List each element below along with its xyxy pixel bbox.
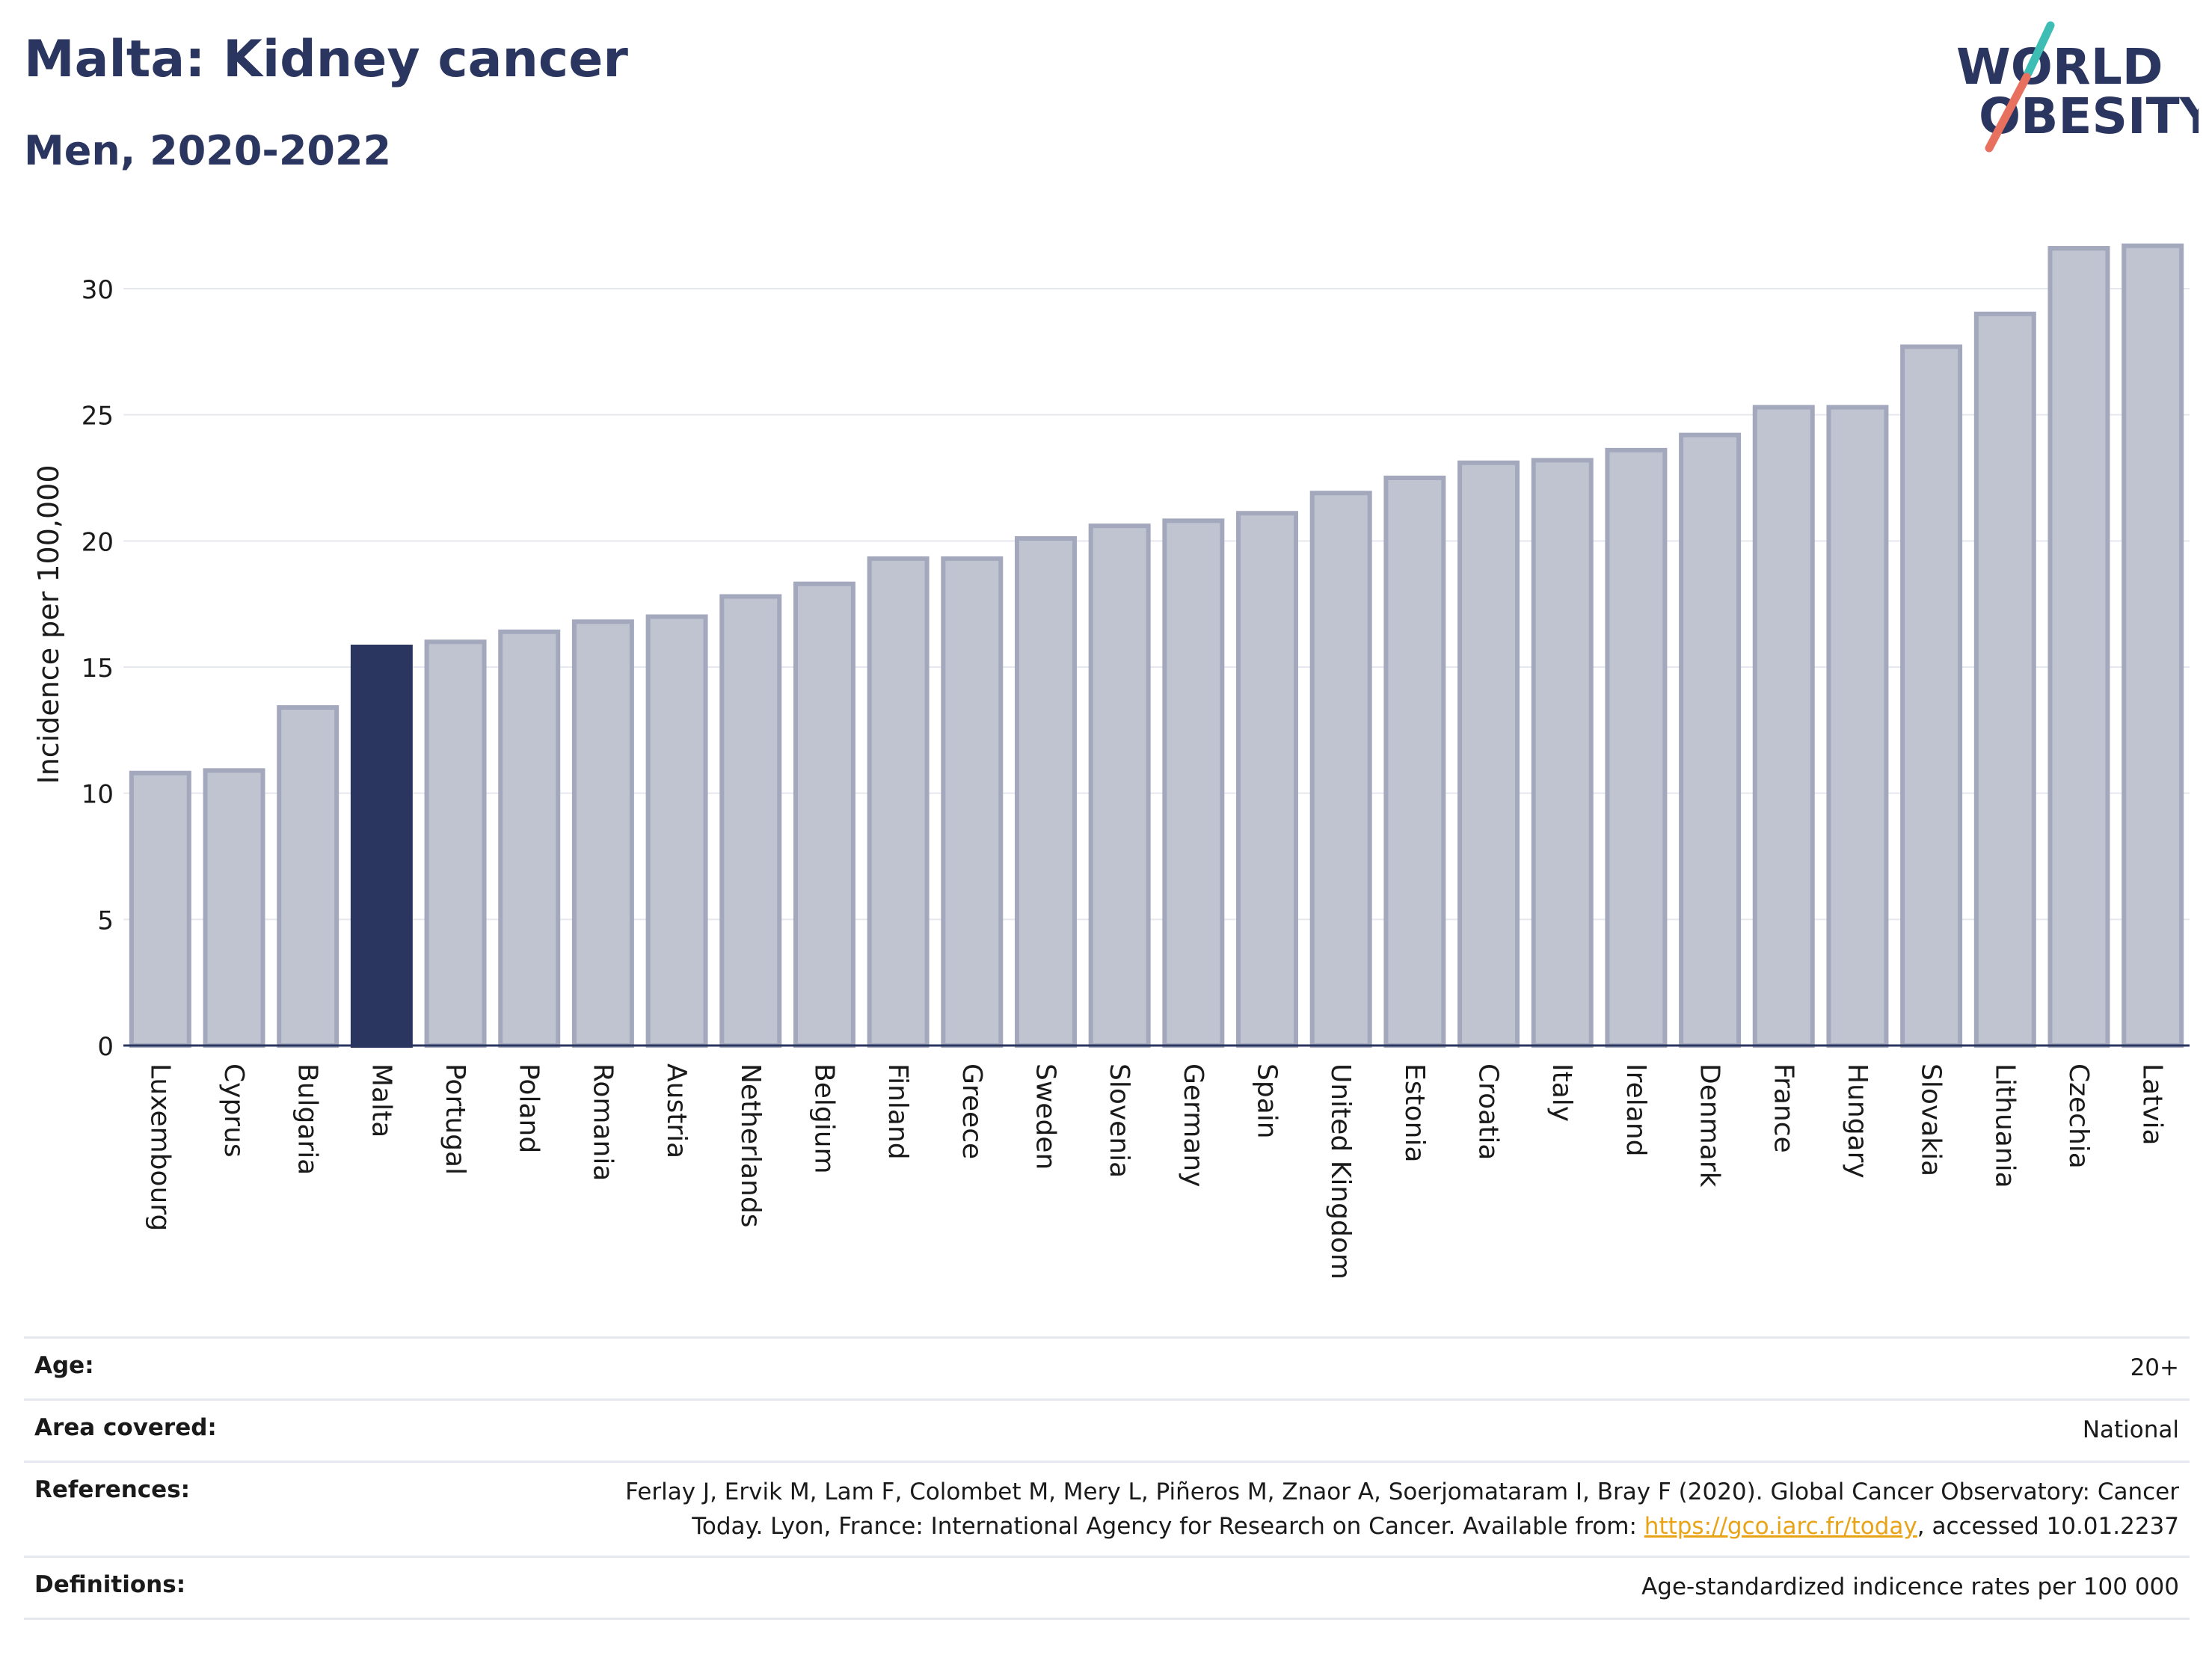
y-tick-label: 5 bbox=[97, 906, 114, 936]
bar-sweden bbox=[1014, 535, 1077, 1048]
meta-row-area: Area covered: National bbox=[24, 1398, 2190, 1461]
y-tick-label: 30 bbox=[82, 275, 114, 305]
bar-portugal bbox=[424, 639, 487, 1048]
x-tick-label: Croatia bbox=[1473, 1063, 1504, 1160]
bar-malta bbox=[350, 645, 413, 1048]
bar-poland bbox=[498, 629, 561, 1048]
page-subtitle: Men, 2020-2022 bbox=[24, 127, 392, 174]
x-tick-label: Portugal bbox=[440, 1063, 470, 1175]
x-tick-label: Slovakia bbox=[1916, 1063, 1947, 1176]
x-tick-label: Finland bbox=[882, 1063, 913, 1160]
bar-ireland bbox=[1605, 447, 1668, 1048]
bar-italy bbox=[1531, 458, 1594, 1048]
bar-lithuania bbox=[1973, 311, 2036, 1048]
meta-row-age: Age: 20+ bbox=[24, 1336, 2190, 1398]
x-tick-label: Germany bbox=[1178, 1063, 1208, 1187]
bar-netherlands bbox=[719, 594, 782, 1048]
y-tick-label: 15 bbox=[82, 654, 114, 684]
meta-row-definitions: Definitions: Age-standardized indicence … bbox=[24, 1556, 2190, 1620]
bar-cyprus bbox=[203, 768, 265, 1048]
bar-bulgaria bbox=[277, 704, 340, 1048]
bar-spain bbox=[1236, 511, 1299, 1048]
definitions-value: Age-standardized indicence rates per 100… bbox=[1641, 1573, 2179, 1600]
area-value: National bbox=[2082, 1416, 2179, 1443]
bar-united-kingdom bbox=[1309, 491, 1372, 1048]
y-tick-label: 20 bbox=[82, 527, 114, 557]
x-tick-labels: Luxembourg Cyprus Bulgaria Malta Portugal Pol… bbox=[144, 1063, 2167, 1280]
x-tick-label: Sweden bbox=[1030, 1063, 1060, 1170]
x-tick-label: Italy bbox=[1546, 1063, 1577, 1122]
x-tick-label: Luxembourg bbox=[144, 1063, 175, 1231]
bar-chart: 0 5 10 15 20 25 30 Luxembourg Cyprus Bulgaria Mal… bbox=[32, 243, 2190, 1280]
bar-austria bbox=[645, 614, 708, 1048]
bar-denmark bbox=[1679, 432, 1742, 1048]
y-tick-label: 10 bbox=[82, 780, 114, 810]
bar-czechia bbox=[2047, 246, 2110, 1048]
y-tick-label: 25 bbox=[82, 402, 114, 432]
x-tick-label: Estonia bbox=[1399, 1063, 1430, 1163]
bar-latvia bbox=[2122, 243, 2184, 1048]
bar-slovakia bbox=[1900, 344, 1963, 1048]
bar-france bbox=[1752, 405, 1815, 1048]
bar-belgium bbox=[793, 581, 855, 1048]
x-tick-label: Austria bbox=[661, 1063, 692, 1158]
x-tick-label: Romania bbox=[587, 1063, 618, 1181]
bar-germany bbox=[1162, 518, 1225, 1048]
x-tick-label: Czechia bbox=[2063, 1063, 2094, 1169]
references-label: References: bbox=[34, 1476, 191, 1503]
bar-greece bbox=[941, 556, 1004, 1048]
age-label: Age: bbox=[34, 1352, 94, 1379]
bar-romania bbox=[571, 619, 634, 1048]
meta-row-references: References: Ferlay J, Ervik M, Lam F, Co… bbox=[24, 1461, 2190, 1556]
logo-text-world: WORLD bbox=[1956, 38, 2163, 96]
y-axis-label: Incidence per 100,000 bbox=[32, 464, 65, 784]
page-title: Malta: Kidney cancer bbox=[24, 30, 628, 89]
x-tick-label: Slovenia bbox=[1104, 1063, 1134, 1178]
world-obesity-logo: WORLD OBESITY bbox=[1956, 21, 2199, 153]
x-tick-label: France bbox=[1768, 1063, 1798, 1153]
bar-slovenia bbox=[1088, 523, 1151, 1048]
x-tick-label: Ireland bbox=[1620, 1063, 1651, 1157]
y-tick-labels: 0 5 10 15 20 25 30 bbox=[82, 275, 114, 1062]
y-tick-label: 0 bbox=[97, 1032, 114, 1062]
age-value: 20+ bbox=[2130, 1354, 2179, 1381]
bar-luxembourg bbox=[129, 770, 191, 1048]
x-tick-label: Hungary bbox=[1842, 1063, 1872, 1179]
metadata-table: Age: 20+ Area covered: National Referenc… bbox=[24, 1336, 2190, 1620]
definitions-label: Definitions: bbox=[34, 1571, 186, 1598]
x-tick-label: Denmark bbox=[1695, 1063, 1725, 1188]
x-tick-label: Lithuania bbox=[1989, 1063, 2020, 1188]
references-value: Ferlay J, Ervik M, Lam F, Colombet M, Me… bbox=[625, 1475, 2179, 1544]
x-tick-label: Netherlands bbox=[735, 1063, 766, 1227]
area-label: Area covered: bbox=[34, 1414, 217, 1441]
logo-teal-stroke bbox=[2024, 21, 2055, 78]
references-link[interactable]: https://gco.iarc.fr/today bbox=[1644, 1513, 1917, 1540]
references-line-1: Ferlay J, Ervik M, Lam F, Colombet M, Me… bbox=[625, 1479, 2179, 1505]
references-line-2: Today. Lyon, France: International Agenc… bbox=[625, 1509, 2179, 1544]
bar-croatia bbox=[1457, 460, 1520, 1048]
x-tick-label: Cyprus bbox=[218, 1063, 249, 1158]
x-tick-label: Bulgaria bbox=[292, 1063, 323, 1175]
references-line-2-post: , accessed 10.01.2237 bbox=[1917, 1513, 2179, 1540]
x-tick-label: Greece bbox=[956, 1063, 987, 1159]
references-line-2-pre: Today. Lyon, France: International Agenc… bbox=[692, 1513, 1644, 1540]
x-tick-label: Latvia bbox=[2137, 1063, 2168, 1146]
logo-coral-stroke bbox=[1985, 73, 2031, 153]
bars bbox=[129, 243, 2184, 1048]
x-tick-label: Malta bbox=[366, 1063, 396, 1137]
x-tick-label: Belgium bbox=[808, 1063, 839, 1174]
bar-finland bbox=[867, 556, 930, 1048]
x-tick-label: United Kingdom bbox=[1325, 1063, 1356, 1280]
bar-estonia bbox=[1383, 476, 1446, 1048]
x-tick-label: Spain bbox=[1252, 1063, 1282, 1139]
bar-hungary bbox=[1826, 405, 1889, 1048]
x-tick-label: Poland bbox=[514, 1063, 544, 1153]
